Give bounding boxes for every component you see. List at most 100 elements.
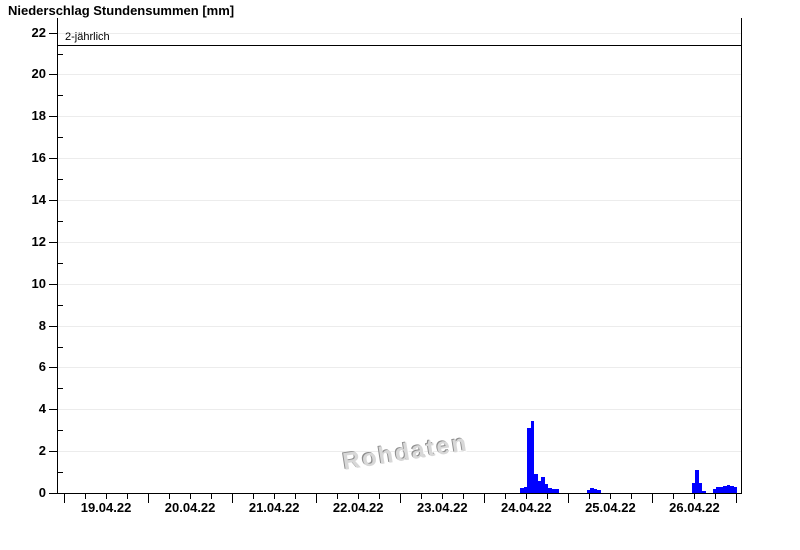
y-axis-tick-label: 16 xyxy=(31,150,46,166)
x-axis-minor-tick xyxy=(589,494,591,499)
x-axis-tick-label: 20.04.22 xyxy=(164,500,216,515)
x-axis-minor-tick xyxy=(127,494,129,499)
precipitation-bar xyxy=(548,487,552,493)
y-axis-minor-tick xyxy=(58,95,63,97)
y-axis-major-tick xyxy=(49,158,63,160)
precipitation-bar xyxy=(537,481,542,493)
precipitation-bar xyxy=(534,474,538,493)
precipitation-bar xyxy=(551,488,556,493)
gridline xyxy=(58,116,741,118)
precipitation-bar xyxy=(733,486,738,493)
y-axis-tick-label: 8 xyxy=(38,317,46,333)
y-axis-minor-tick xyxy=(58,304,63,306)
x-axis-major-tick xyxy=(652,494,654,503)
y-axis-tick-label: 4 xyxy=(38,401,46,417)
y-axis-minor-tick xyxy=(58,472,63,474)
y-axis-major-tick xyxy=(49,74,63,76)
x-axis-minor-tick xyxy=(442,494,444,499)
x-axis-major-tick xyxy=(316,494,318,503)
precipitation-bar xyxy=(730,485,734,493)
precipitation-bar xyxy=(716,486,720,493)
x-axis-minor-tick xyxy=(106,494,108,499)
y-axis-tick-label: 10 xyxy=(31,275,46,291)
x-axis-tick-label: 19.04.22 xyxy=(80,500,132,515)
y-axis-minor-tick xyxy=(58,430,63,432)
x-axis-major-tick xyxy=(232,494,234,503)
y-axis-minor-tick xyxy=(58,179,63,181)
x-axis-tick-label: 22.04.22 xyxy=(332,500,384,515)
precipitation-bar xyxy=(541,477,545,493)
gridlines xyxy=(58,18,741,493)
x-axis-minor-tick xyxy=(211,494,213,499)
precipitation-bar xyxy=(544,483,549,493)
x-axis-tick-label: 26.04.22 xyxy=(669,500,720,515)
x-axis-minor-tick xyxy=(694,494,696,499)
x-axis-minor-tick xyxy=(547,494,549,499)
precipitation-bar xyxy=(530,420,535,493)
gridline xyxy=(58,367,741,369)
y-axis-major-tick xyxy=(49,283,63,285)
y-axis-minor-tick xyxy=(58,388,63,390)
y-axis-tick-label: 22 xyxy=(31,24,46,40)
y-axis-major-tick xyxy=(49,451,63,453)
y-axis-tick-label: 6 xyxy=(38,359,46,375)
x-axis-major-tick xyxy=(64,494,65,503)
x-axis-minor-tick xyxy=(169,494,171,499)
precipitation-bar xyxy=(712,488,717,493)
x-axis-major-tick xyxy=(484,494,486,503)
x-axis-tick-label: 25.04.22 xyxy=(585,500,636,515)
y-axis-minor-tick xyxy=(58,220,63,222)
x-axis-tick-label: 24.04.22 xyxy=(501,500,552,515)
x-axis-minor-tick xyxy=(421,494,423,499)
y-axis-minor-tick xyxy=(58,137,63,139)
x-axis-minor-tick xyxy=(190,494,192,499)
gridline xyxy=(58,283,741,285)
precipitation-bars xyxy=(58,18,741,493)
y-axis-major-tick xyxy=(49,493,63,494)
x-axis-minor-tick xyxy=(358,494,360,499)
y-axis-major-tick xyxy=(49,241,63,243)
y-axis-major-tick xyxy=(49,32,63,34)
inner-ticks xyxy=(58,18,741,493)
precipitation-bar xyxy=(597,489,601,493)
gridline xyxy=(58,32,741,34)
y-axis-tick-label: 0 xyxy=(38,485,46,500)
x-axis-minor-tick xyxy=(253,494,255,499)
x-axis-minor-tick xyxy=(505,494,507,499)
x-axis-minor-tick xyxy=(463,494,465,499)
precipitation-bar xyxy=(726,484,731,493)
precipitation-bar xyxy=(719,486,724,493)
return-period-threshold-line xyxy=(58,45,741,47)
x-axis-minor-tick xyxy=(673,494,675,499)
y-axis-major-tick xyxy=(49,325,63,327)
precipitation-bar xyxy=(586,489,591,493)
return-period-threshold-label: 2-jährlich xyxy=(65,31,110,44)
precipitation-bar xyxy=(698,482,703,493)
x-axis-minor-tick xyxy=(295,494,297,499)
y-axis-tick-label: 14 xyxy=(31,192,46,208)
x-axis-minor-tick xyxy=(631,494,633,499)
precipitation-bar xyxy=(520,487,524,493)
x-axis-minor-tick xyxy=(379,494,381,499)
y-axis-minor-tick xyxy=(58,346,63,348)
gridline xyxy=(58,241,741,243)
gridline xyxy=(58,325,741,327)
x-axis-minor-tick xyxy=(715,494,717,499)
y-axis-major-tick xyxy=(49,409,63,411)
x-axis-tick-label: 23.04.22 xyxy=(416,500,468,515)
x-axis-major-tick xyxy=(568,494,570,503)
precipitation-bar xyxy=(527,428,531,493)
y-axis-tick-label: 2 xyxy=(38,443,46,459)
x-axis-minor-tick xyxy=(526,494,528,499)
gridline xyxy=(58,74,741,76)
y-axis-minor-tick xyxy=(58,262,63,264)
precipitation-bar xyxy=(590,487,594,493)
precipitation-bar xyxy=(695,469,699,493)
y-axis-tick-label: 12 xyxy=(31,233,46,249)
x-axis-major-tick xyxy=(400,494,402,503)
x-axis-minor-tick xyxy=(610,494,612,499)
y-axis-major-tick xyxy=(49,200,63,202)
y-axis-major-tick xyxy=(49,367,63,369)
precipitation-bar xyxy=(523,486,528,493)
